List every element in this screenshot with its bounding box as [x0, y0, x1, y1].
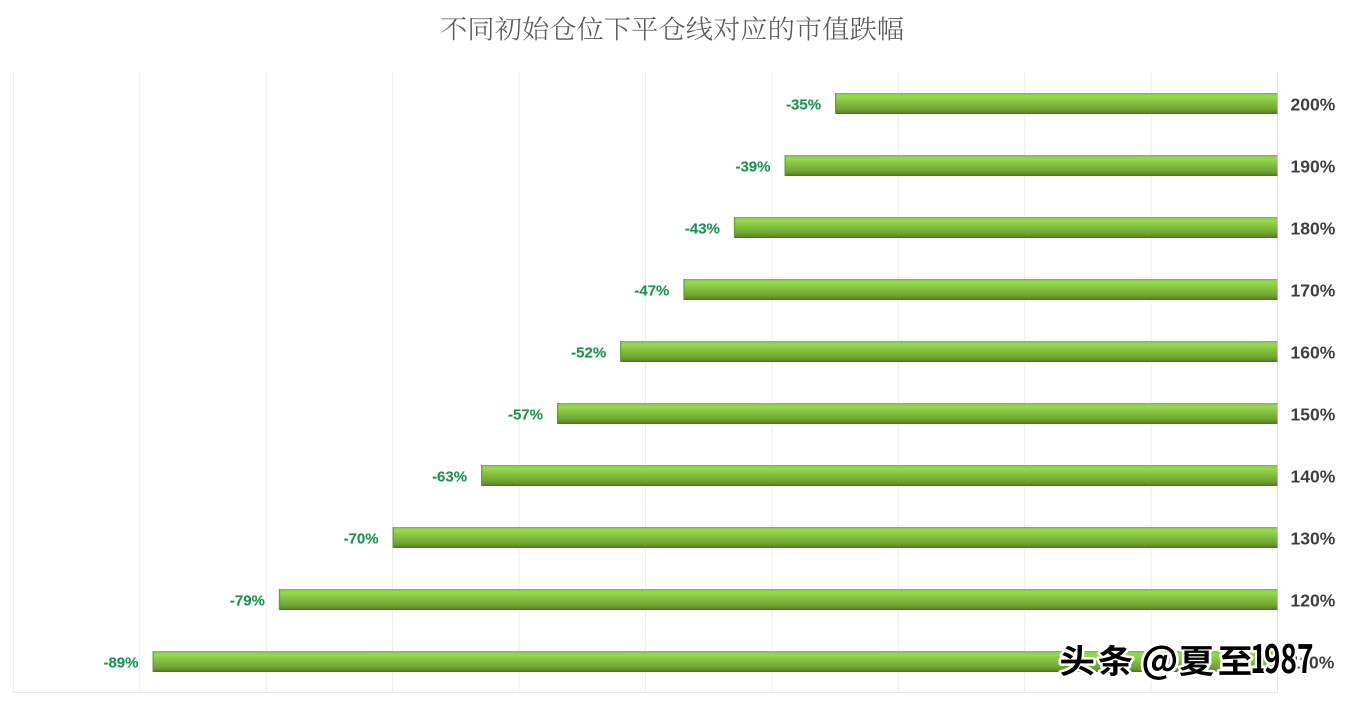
svg-text:-57%: -57%: [508, 407, 543, 424]
svg-text:-79%: -79%: [230, 593, 265, 610]
svg-text:160%: 160%: [1291, 343, 1336, 363]
svg-text:-70%: -70%: [344, 531, 379, 548]
svg-text:150%: 150%: [1291, 405, 1336, 425]
svg-text:170%: 170%: [1291, 281, 1336, 301]
svg-text:190%: 190%: [1291, 157, 1336, 177]
svg-text:-39%: -39%: [735, 159, 770, 176]
svg-text:-35%: -35%: [786, 97, 821, 114]
svg-text:-89%: -89%: [103, 655, 138, 672]
svg-text:-63%: -63%: [432, 469, 467, 486]
svg-text:120%: 120%: [1291, 591, 1336, 611]
svg-text:130%: 130%: [1291, 529, 1336, 549]
svg-text:-52%: -52%: [571, 345, 606, 362]
svg-text:200%: 200%: [1291, 95, 1336, 115]
svg-text:-43%: -43%: [685, 221, 720, 238]
svg-text:-47%: -47%: [634, 283, 669, 300]
svg-text:180%: 180%: [1291, 219, 1336, 239]
svg-text:140%: 140%: [1291, 467, 1336, 487]
